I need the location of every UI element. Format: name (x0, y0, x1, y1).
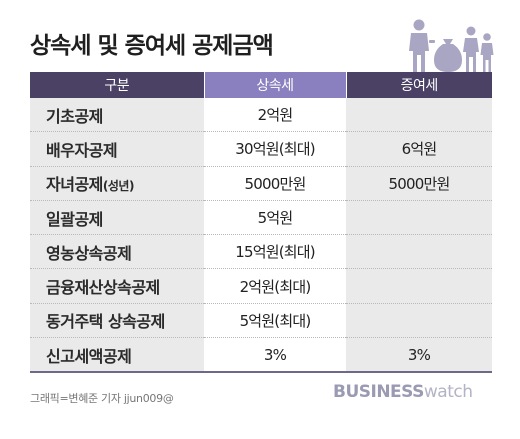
table-header-row: 구분 상속세 증여세 (30, 72, 492, 98)
row-category-label: 신고세액공제 (46, 346, 132, 366)
row-category: 일괄공제 (30, 200, 204, 236)
row-category: 기초공제 (30, 98, 204, 133)
row-category: 자녀공제(성년) (30, 166, 204, 201)
inheritance-value: 2억원 (204, 98, 346, 133)
row-category: 배우자공제 (30, 131, 204, 167)
table-row: 배우자공제 30억원(최대) 6억원 (30, 131, 492, 167)
table-row: 신고세액공제 3% 3% (30, 337, 492, 374)
row-category-label: 배우자공제 (46, 140, 118, 160)
gift-value (346, 234, 492, 270)
inheritance-value: 3% (204, 337, 346, 374)
row-category-label: 영농상속공제 (46, 243, 132, 263)
header-inheritance-tax: 상속세 (203, 72, 347, 98)
gift-value: 3% (346, 337, 492, 374)
header-category: 구분 (30, 72, 204, 98)
chart-title: 상속세 및 증여세 공제금액 (30, 33, 274, 59)
family-money-bag-icon (409, 19, 494, 73)
inheritance-value: 30억원(최대) (204, 131, 346, 167)
row-category-label: 일괄공제 (46, 209, 103, 229)
row-category-label: 금융재산상속공제 (46, 278, 160, 298)
brand-logo-light: watch (423, 382, 473, 402)
gift-value (346, 98, 492, 133)
graphic-credit: 그래픽=변혜준 기자 jjun009@ (30, 392, 174, 405)
row-category: 금융재산상속공제 (30, 268, 204, 304)
table-row: 일괄공제 5억원 (30, 200, 492, 236)
table-row: 기초공제 2억원 (30, 98, 492, 133)
deduction-table: 구분 상속세 증여세 기초공제 2억원 배우자공제 30억원(최대) 6억원 자… (30, 72, 492, 374)
gift-value (346, 200, 492, 236)
row-category: 신고세액공제 (30, 337, 204, 374)
table-row: 동거주택 상속공제 5억원(최대) (30, 303, 492, 339)
row-category: 영농상속공제 (30, 234, 204, 270)
inheritance-value: 5000만원 (204, 166, 346, 201)
gift-value (346, 268, 492, 304)
brand-logo: BUSINESSwatch (333, 382, 473, 402)
inheritance-value: 15억원(최대) (204, 234, 346, 270)
row-category-label: 동거주택 상속공제 (46, 312, 165, 332)
inheritance-value: 5억원 (204, 200, 346, 236)
row-category-label: 기초공제 (46, 106, 103, 126)
inheritance-value: 2억원(최대) (204, 268, 346, 304)
inheritance-value: 5억원(최대) (204, 303, 346, 339)
table-row: 금융재산상속공제 2억원(최대) (30, 268, 492, 304)
header-gift-tax: 증여세 (346, 72, 492, 98)
gift-value: 5000만원 (346, 166, 492, 201)
row-category-suffix: (성년) (102, 179, 135, 194)
row-category-label: 자녀공제 (46, 175, 103, 195)
gift-value: 6억원 (346, 131, 492, 167)
row-category: 동거주택 상속공제 (30, 303, 204, 339)
table-row: 자녀공제(성년) 5000만원 5000만원 (30, 166, 492, 201)
gift-value (346, 303, 492, 339)
table-row: 영농상속공제 15억원(최대) (30, 234, 492, 270)
brand-logo-bold: BUSINESS (333, 382, 424, 402)
